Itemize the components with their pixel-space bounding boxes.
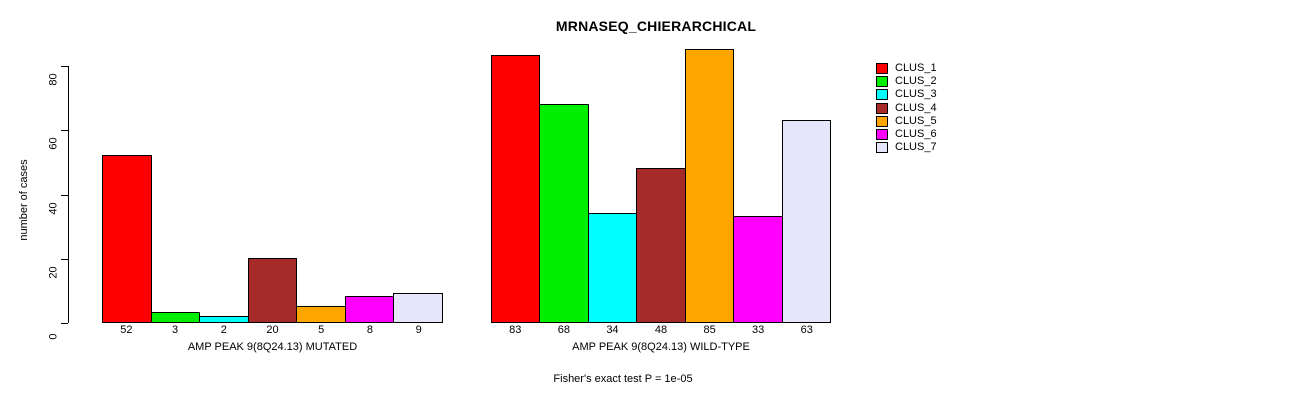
legend-item-label: CLUS_2 <box>895 75 937 88</box>
statistical-annotation-text: Fisher's exact test P = 1e-05 <box>553 373 693 385</box>
legend-color-swatch <box>876 115 888 127</box>
bar <box>491 55 541 322</box>
bar <box>296 305 346 322</box>
legend-color-swatch <box>876 102 888 114</box>
y-axis-tick-label-text: 40 <box>47 201 60 215</box>
bar <box>393 293 444 322</box>
y-axis-tick-label-text: 60 <box>47 137 60 150</box>
y-axis-tick <box>61 66 68 67</box>
y-axis-tick-label-text: 80 <box>47 73 60 86</box>
y-axis-tick-label: 60 <box>26 124 60 150</box>
bar <box>587 212 638 322</box>
legend-color-swatch <box>876 63 888 75</box>
bar-value-label: 52 <box>120 324 133 336</box>
legend-item-label: CLUS_4 <box>895 101 937 114</box>
bar <box>539 103 589 322</box>
y-axis-tick-label-text: 0 <box>47 333 60 340</box>
legend-color-swatch <box>876 89 888 101</box>
bar <box>199 315 249 322</box>
bar-value-label: 2 <box>220 324 227 336</box>
legend-item-label: CLUS_3 <box>895 88 937 101</box>
panel-wildtype-label: AMP PEAK 9(8Q24.13) WILD-TYPE <box>572 341 750 353</box>
value-labels-mutated: 52 3 2 20 5 8 9 <box>102 324 443 336</box>
value-labels-wildtype: 83 68 34 48 85 33 63 <box>491 324 831 336</box>
bar-value-label: 34 <box>606 324 619 336</box>
bar-value-label: 5 <box>318 324 325 336</box>
bar-group-mutated <box>102 66 444 322</box>
bar-value-label: 8 <box>366 324 374 336</box>
panel-mutated-label: AMP PEAK 9(8Q24.13) MUTATED <box>187 341 358 353</box>
bar <box>781 119 831 322</box>
y-axis-tick-label: 20 <box>26 253 60 278</box>
bar-value-label: 85 <box>703 324 716 336</box>
legend-item-label: CLUS_1 <box>895 62 937 75</box>
legend-item-label: CLUS_6 <box>895 128 937 141</box>
panel-baseline <box>102 322 443 323</box>
y-axis-tick-label: 40 <box>26 189 60 214</box>
bar <box>102 154 152 322</box>
legend-color-swatch <box>876 76 888 88</box>
bar-value-label: 68 <box>557 324 570 336</box>
legend-item[interactable]: CLUS_3 <box>876 88 937 101</box>
chart-title: MRNASEQ_CHIERARCHICAL <box>0 18 1290 34</box>
chart-title-text: MRNASEQ_CHIERARCHICAL <box>555 18 757 34</box>
legend-color-swatch <box>876 142 888 154</box>
panel-baseline <box>491 322 831 323</box>
bar <box>344 296 395 322</box>
legend-item-label: CLUS_7 <box>895 141 937 154</box>
bar-value-label: 3 <box>172 324 179 336</box>
y-axis-tick <box>61 194 68 196</box>
bar-group-wildtype <box>491 48 831 322</box>
legend-item[interactable]: CLUS_4 <box>876 102 937 115</box>
y-axis-tick-label: 80 <box>26 60 60 85</box>
statistical-annotation: Fisher's exact test P = 1e-05 <box>0 373 1290 385</box>
bar <box>636 167 686 322</box>
y-axis-tick <box>61 258 68 260</box>
legend-color-swatch <box>876 129 888 141</box>
legend-item[interactable]: CLUS_1 <box>876 62 937 75</box>
bar <box>733 216 783 322</box>
legend: CLUS_1 CLUS_2 CLUS_3 CLUS_4 CLUS_5 CLUS_6 CLUS… <box>876 62 937 154</box>
y-axis-line <box>68 66 69 323</box>
bar <box>684 48 735 322</box>
y-axis-tick <box>61 323 68 324</box>
legend-item[interactable]: CLUS_6 <box>876 128 937 141</box>
bar <box>247 257 298 322</box>
panel-mutated: 52 3 2 20 5 8 9 AMP PEAK 9(8Q24.13) MUTATED <box>102 66 444 353</box>
legend-item-label: CLUS_5 <box>895 114 937 127</box>
bar <box>150 312 201 322</box>
legend-item[interactable]: CLUS_7 <box>876 141 937 154</box>
legend-item[interactable]: CLUS_2 <box>876 75 937 88</box>
bar-value-label: 20 <box>266 324 279 336</box>
bar-value-label: 33 <box>752 324 765 336</box>
y-axis-tick-label: 0 <box>26 317 60 339</box>
y-axis-tick <box>61 130 68 132</box>
legend-item[interactable]: CLUS_5 <box>876 115 937 128</box>
y-axis-tick-label-text: 20 <box>47 266 60 279</box>
bar-value-label: 63 <box>800 324 813 336</box>
panel-wildtype: 83 68 34 48 85 33 63 AMP PEAK 9(8Q24.13) WILD-… <box>491 48 831 353</box>
bar-value-label: 83 <box>509 324 522 336</box>
bar-value-label: 9 <box>415 324 422 336</box>
bar-value-label: 48 <box>654 324 668 336</box>
